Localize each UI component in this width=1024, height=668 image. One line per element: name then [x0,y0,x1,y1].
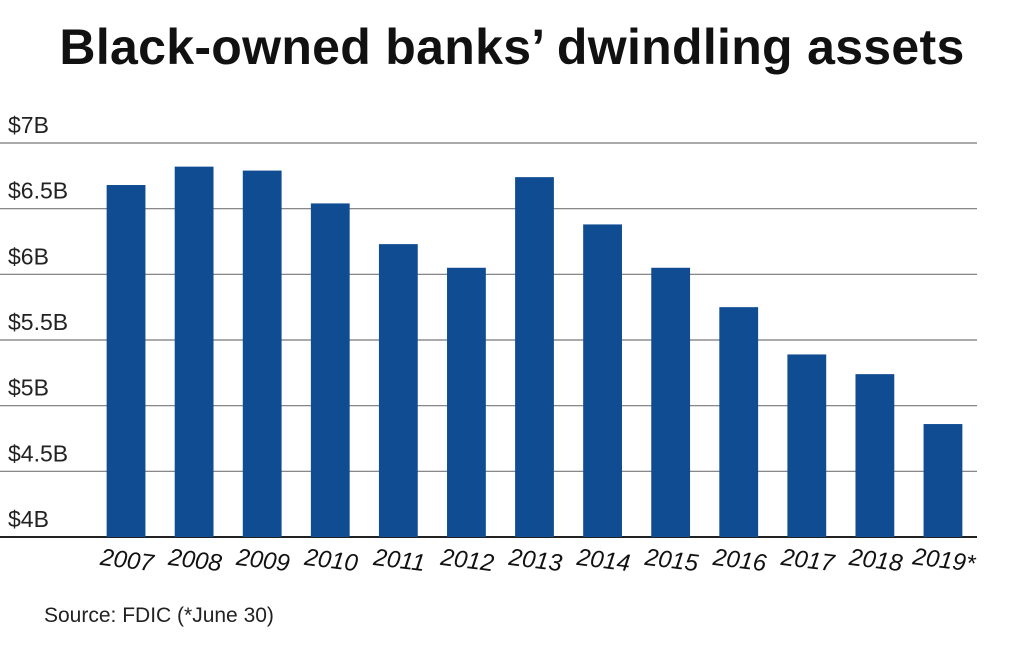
y-tick-label: $6B [8,243,49,269]
x-tick-label: 2009 [234,544,291,577]
bar [174,166,214,537]
x-tick-label: 2012 [438,544,495,577]
bar [719,307,759,537]
bar [651,267,691,537]
x-tick-label: 2013 [506,544,564,578]
bar [447,267,486,537]
y-tick-label: $7B [8,112,49,138]
x-tick-label: 2011 [371,544,427,577]
x-tick-label: 2014 [574,544,631,577]
gridlines [0,142,977,538]
bar [583,224,622,537]
y-tick-label: $4.5B [8,440,68,466]
bar [106,185,146,537]
source-note: Source: FDIC (*June 30) [44,604,274,627]
bar [378,244,418,538]
bar [242,170,282,537]
x-axis: 2007 2008 2009 2010 2011 2012 2013 2014 2015 2016… [98,543,977,578]
x-tick-label: 2019* [910,543,977,578]
bar [923,424,963,537]
y-tick-label: $5.5B [8,309,68,335]
x-tick-label: 2015 [642,544,700,578]
bar [515,177,554,537]
y-tick-label: $4B [8,506,49,532]
bar [310,203,350,537]
x-tick-label: 2017 [779,544,838,578]
bar [855,374,895,537]
x-tick-label: 2007 [98,544,157,578]
x-tick-label: 2010 [302,544,360,578]
y-tick-label: $5B [8,375,49,401]
y-tick-label: $6.5B [8,178,68,204]
y-axis: $4B $4.5B $5B $5.5B $6B $6.5B $7B [8,112,68,532]
x-tick-label: 2016 [711,544,769,578]
bars [106,166,963,538]
x-tick-label: 2008 [166,544,224,578]
chart-title: Black-owned banks’ dwindling assets [59,19,965,75]
bar [787,354,827,537]
x-tick-label: 2018 [847,544,905,578]
